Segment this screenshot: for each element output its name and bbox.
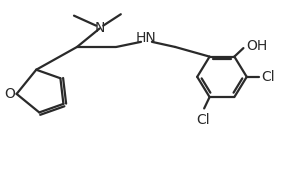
Text: Cl: Cl bbox=[261, 70, 275, 84]
Text: Cl: Cl bbox=[197, 113, 210, 127]
Text: OH: OH bbox=[246, 39, 268, 53]
Text: N: N bbox=[95, 21, 105, 36]
Text: HN: HN bbox=[136, 31, 157, 46]
Text: O: O bbox=[5, 87, 15, 101]
